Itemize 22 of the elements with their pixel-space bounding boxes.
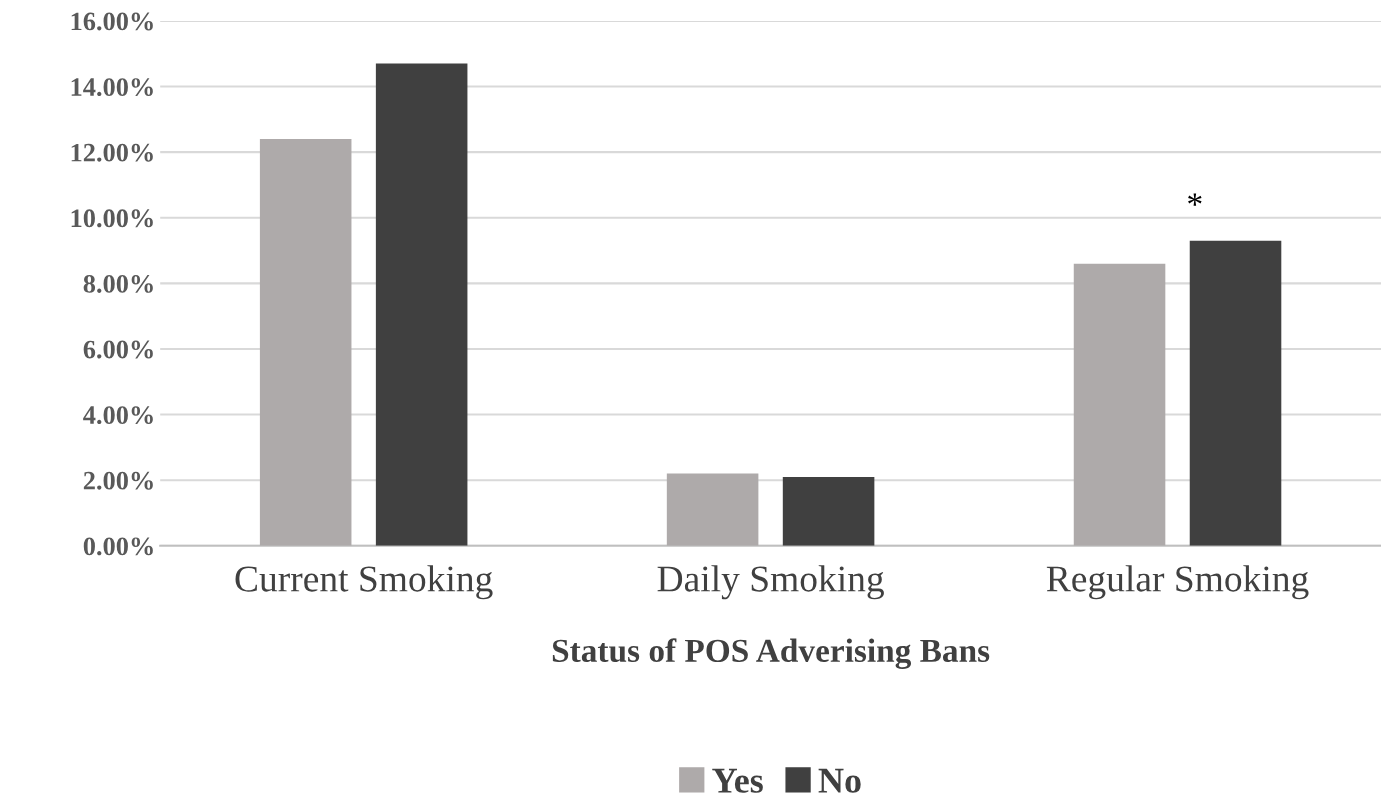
y-tick-label: 0.00% [83,537,153,556]
bar [666,473,759,546]
legend-label: Yes [712,768,763,793]
annotation: * [1188,193,1202,206]
y-tick-label: 16.00% [71,12,153,31]
y-tick-label: 14.00% [71,78,153,97]
x-axis-title: Status of POS Adverising Bans [552,638,990,670]
bar [782,476,875,546]
y-tick-label: 4.00% [83,406,153,425]
x-tick-label: Daily Smoking [657,565,884,600]
x-tick-label: Current Smoking [235,565,493,600]
x-tick-label: Regular Smoking [1046,565,1309,600]
y-tick-label: 12.00% [71,143,153,162]
legend-label: No [818,768,861,793]
bar [375,63,468,546]
y-tick-label: 2.00% [83,471,153,490]
bar [1073,263,1166,546]
y-tick-label: 10.00% [71,209,153,228]
y-tick-label: 6.00% [83,340,153,359]
bar [1189,240,1282,546]
y-tick-label: 8.00% [83,274,153,293]
bar [259,139,352,546]
